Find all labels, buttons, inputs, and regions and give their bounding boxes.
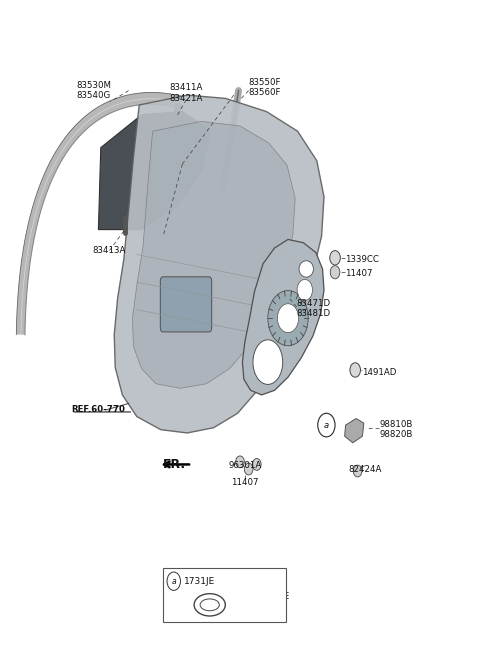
Ellipse shape — [200, 599, 219, 611]
Text: 96301A: 96301A — [228, 461, 262, 470]
Circle shape — [236, 456, 244, 468]
Text: 83550F
83560F: 83550F 83560F — [249, 77, 281, 97]
FancyBboxPatch shape — [163, 568, 286, 622]
Text: 82424A: 82424A — [348, 464, 382, 474]
Text: 1731JE: 1731JE — [259, 592, 290, 602]
Circle shape — [330, 266, 340, 279]
Text: a: a — [324, 420, 329, 430]
Text: 83530M
83540G: 83530M 83540G — [76, 81, 111, 100]
Circle shape — [268, 291, 308, 346]
Circle shape — [244, 463, 253, 475]
Polygon shape — [242, 239, 324, 395]
Ellipse shape — [299, 261, 313, 277]
Text: REF.60-770: REF.60-770 — [71, 405, 125, 415]
Circle shape — [350, 363, 360, 377]
Circle shape — [353, 465, 362, 477]
Text: 1339CC: 1339CC — [345, 255, 379, 264]
Circle shape — [252, 459, 261, 470]
Text: 1731JE: 1731JE — [184, 577, 216, 586]
Circle shape — [167, 572, 180, 590]
Polygon shape — [16, 92, 180, 335]
Text: 11407: 11407 — [345, 269, 372, 278]
Ellipse shape — [194, 594, 225, 616]
Text: 83413A: 83413A — [93, 246, 126, 255]
Polygon shape — [114, 95, 324, 433]
Text: 83471D
83481D: 83471D 83481D — [297, 298, 331, 318]
Text: 83411A
83421A: 83411A 83421A — [169, 83, 203, 103]
Circle shape — [277, 304, 299, 333]
Circle shape — [318, 413, 335, 437]
Polygon shape — [345, 419, 364, 443]
Ellipse shape — [253, 340, 283, 384]
Circle shape — [297, 279, 312, 300]
Text: 1491AD: 1491AD — [362, 368, 397, 377]
Text: 98810B
98820B: 98810B 98820B — [379, 420, 413, 440]
Polygon shape — [132, 121, 295, 388]
Text: FR.: FR. — [163, 458, 186, 471]
Circle shape — [330, 251, 340, 265]
Text: 11407: 11407 — [231, 478, 259, 487]
Text: a: a — [171, 577, 176, 586]
FancyBboxPatch shape — [160, 277, 212, 332]
Polygon shape — [98, 112, 211, 230]
